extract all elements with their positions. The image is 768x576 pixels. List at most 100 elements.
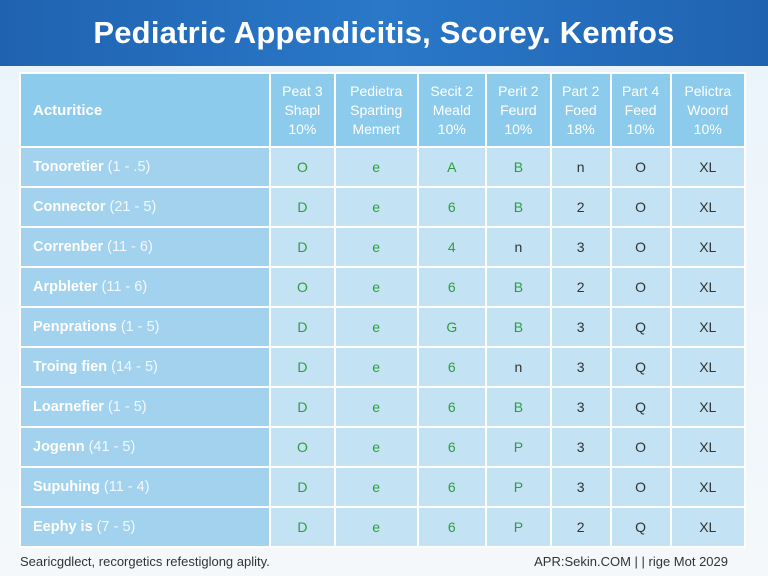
table-cell: B [487, 308, 550, 346]
table-cell: XL [671, 468, 744, 506]
header-text: Feurd [500, 101, 537, 118]
header-column: Pelictra Woord 10% [671, 74, 744, 146]
table-cell: 3 [551, 348, 610, 386]
row-label: Correnber (11 - 6) [21, 228, 269, 266]
table-cell: e [335, 348, 417, 386]
table-cell: 3 [551, 428, 610, 466]
table-cell: D [271, 468, 334, 506]
row-range: (7 - 5) [96, 519, 136, 535]
table-cell: XL [671, 388, 744, 426]
header-text: Peat 3 [282, 82, 323, 99]
table-cell: n [487, 228, 550, 266]
row-label: Troing fien (14 - 5) [21, 348, 269, 386]
row-name: Arpbleter [33, 279, 98, 295]
table-cell: O [611, 268, 670, 306]
table-cell: e [335, 508, 417, 546]
header-text: Acturitice [33, 101, 103, 119]
table-cell: XL [671, 508, 744, 546]
row-label: Jogenn (41 - 5) [21, 428, 269, 466]
row-name: Eephy is [33, 519, 93, 535]
row-name: Penprations [33, 319, 117, 335]
table-cell: 3 [551, 468, 610, 506]
table-cell: O [611, 428, 670, 466]
table-cell: e [335, 428, 417, 466]
header-text: Part 4 [621, 82, 660, 99]
header-column: Secit 2 Meald 10% [418, 74, 485, 146]
row-range: (1 - 5) [107, 399, 147, 415]
header-text: 10% [437, 120, 466, 137]
table-cell: XL [671, 308, 744, 346]
table-cell: e [335, 148, 417, 186]
table-cell: P [487, 468, 550, 506]
row-label: Connector (21 - 5) [21, 188, 269, 226]
row-range: (41 - 5) [88, 439, 136, 455]
table-cell: XL [671, 268, 744, 306]
table-cell: O [611, 148, 670, 186]
header-text: Memert [352, 120, 400, 137]
table-cell: e [335, 468, 417, 506]
table-cell: 3 [551, 388, 610, 426]
table-cell: Q [611, 388, 670, 426]
header-text: Pelictra [684, 82, 732, 99]
table-cell: XL [671, 428, 744, 466]
row-range: (14 - 5) [111, 359, 158, 375]
table-cell: e [335, 388, 417, 426]
table-cell: 2 [551, 508, 610, 546]
header-column: Pedietra Sparting Memert [335, 74, 417, 146]
table-cell: Q [611, 308, 670, 346]
header-label-column: Acturitice [21, 74, 269, 146]
header-text: Shapl [284, 101, 321, 118]
row-range: (11 - 6) [101, 279, 148, 295]
table-cell: 6 [418, 188, 485, 226]
table-cell: 2 [551, 188, 610, 226]
table-cell: e [335, 268, 417, 306]
header-text: 10% [626, 120, 655, 137]
header-text: Secit 2 [430, 82, 474, 99]
table-cell: D [271, 388, 334, 426]
table-cell: e [335, 228, 417, 266]
table-cell: Q [611, 348, 670, 386]
table-cell: D [271, 348, 334, 386]
table-cell: 6 [418, 388, 485, 426]
row-name: Troing fien [33, 359, 108, 375]
footer-source: APR:Sekin.COM | | rige Mot 2029 [534, 554, 728, 569]
table-cell: 6 [418, 508, 485, 546]
row-label: Eephy is (7 - 5) [21, 508, 269, 546]
table-cell: n [551, 148, 610, 186]
row-range: (11 - 6) [107, 239, 153, 255]
table-cell: O [271, 268, 334, 306]
table-cell: e [335, 188, 417, 226]
row-label: Loarnefier (1 - 5) [21, 388, 269, 426]
table-cell: D [271, 308, 334, 346]
page-title: Pediatric Appendicitis, Scorey. Kemfos [93, 15, 675, 50]
row-range: (21 - 5) [109, 199, 157, 215]
table-cell: D [271, 508, 334, 546]
row-label: Tonoretier (1 - .5) [21, 148, 269, 186]
row-name: Correnber [33, 239, 104, 255]
table-cell: B [487, 148, 550, 186]
table-cell: O [611, 468, 670, 506]
row-name: Jogenn [33, 439, 85, 455]
table-cell: 6 [418, 428, 485, 466]
table-cell: 3 [551, 308, 610, 346]
header-text: 10% [288, 120, 317, 137]
table-cell: 2 [551, 268, 610, 306]
row-label: Arpbleter (11 - 6) [21, 268, 269, 306]
table-cell: O [611, 228, 670, 266]
table-cell: B [487, 188, 550, 226]
row-range: (1 - .5) [107, 159, 151, 175]
table-cell: B [487, 268, 550, 306]
table-cell: 6 [418, 348, 485, 386]
table-cell: D [271, 188, 334, 226]
table-cell: 6 [418, 468, 485, 506]
table-cell: 3 [551, 228, 610, 266]
table-cell: O [271, 148, 334, 186]
header-text: 18% [566, 120, 595, 137]
